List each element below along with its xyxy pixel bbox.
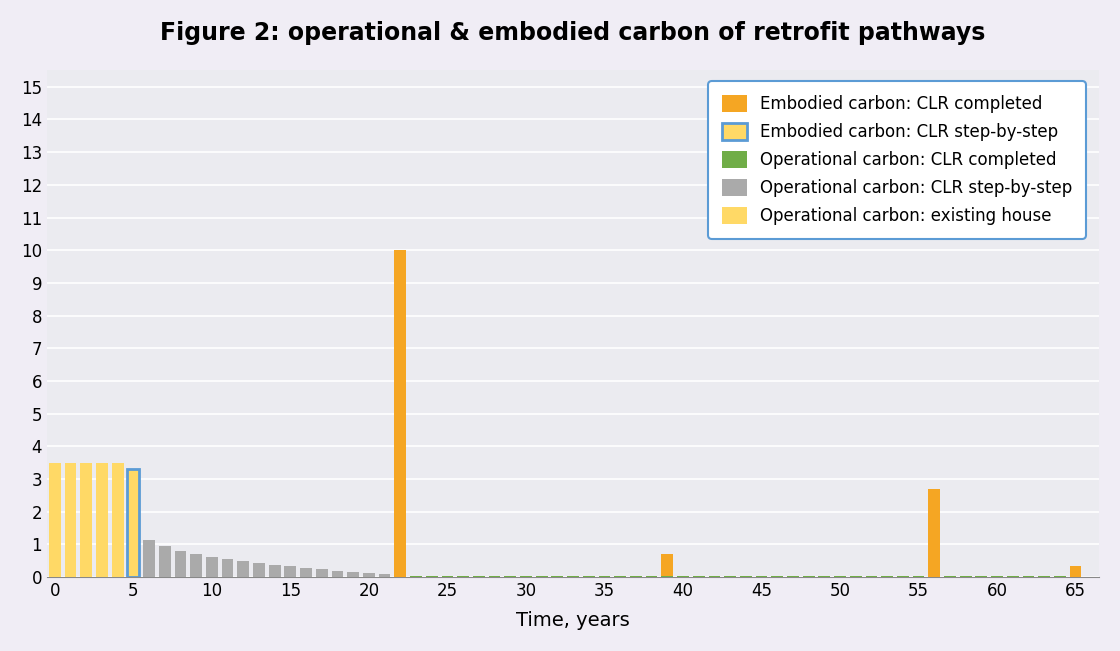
Bar — [960, 576, 971, 577]
Title: Figure 2: operational & embodied carbon of retrofit pathways: Figure 2: operational & embodied carbon … — [160, 21, 986, 45]
Bar — [237, 561, 249, 577]
Bar — [504, 576, 516, 577]
Bar — [709, 576, 720, 577]
Bar — [363, 573, 375, 577]
Bar — [944, 576, 955, 577]
Bar — [897, 576, 908, 577]
Bar — [629, 576, 642, 577]
Bar — [535, 576, 548, 577]
Bar — [866, 576, 877, 577]
Bar — [316, 570, 328, 577]
Bar — [332, 571, 344, 577]
Bar — [394, 250, 407, 577]
Legend: Embodied carbon: CLR completed, Embodied carbon: CLR step-by-step, Operational c: Embodied carbon: CLR completed, Embodied… — [708, 81, 1085, 239]
Bar — [520, 576, 532, 577]
Bar — [49, 463, 60, 577]
Bar — [128, 469, 139, 577]
Bar — [300, 568, 312, 577]
Bar — [1023, 576, 1035, 577]
Bar — [222, 559, 233, 577]
Bar — [991, 576, 1004, 577]
Bar — [1007, 576, 1019, 577]
Bar — [740, 576, 752, 577]
Bar — [269, 565, 280, 577]
Bar — [284, 566, 297, 577]
Bar — [582, 576, 595, 577]
Bar — [772, 576, 783, 577]
Bar — [850, 576, 861, 577]
Bar — [175, 551, 186, 577]
Bar — [976, 576, 987, 577]
Bar — [488, 576, 501, 577]
Bar — [441, 576, 454, 577]
Bar — [206, 557, 217, 577]
Bar — [143, 540, 155, 577]
Bar — [678, 576, 689, 577]
Bar — [567, 576, 579, 577]
Bar — [253, 563, 264, 577]
Bar — [379, 574, 391, 577]
Bar — [426, 576, 438, 577]
Bar — [1038, 576, 1051, 577]
Bar — [112, 463, 123, 577]
Bar — [881, 576, 893, 577]
Bar — [190, 554, 202, 577]
X-axis label: Time, years: Time, years — [516, 611, 629, 630]
Bar — [1070, 566, 1082, 577]
Bar — [347, 572, 360, 577]
Bar — [598, 576, 610, 577]
Bar — [725, 576, 736, 577]
Bar — [1054, 576, 1066, 577]
Bar — [81, 463, 92, 577]
Bar — [913, 576, 924, 577]
Bar — [819, 576, 830, 577]
Bar — [834, 576, 846, 577]
Bar — [473, 576, 485, 577]
Bar — [662, 554, 673, 577]
Bar — [928, 489, 940, 577]
Bar — [614, 576, 626, 577]
Bar — [551, 576, 563, 577]
Bar — [787, 576, 799, 577]
Bar — [928, 489, 940, 577]
Bar — [693, 576, 704, 577]
Bar — [65, 463, 76, 577]
Bar — [410, 576, 422, 577]
Bar — [803, 576, 814, 577]
Bar — [96, 463, 108, 577]
Bar — [128, 469, 139, 577]
Bar — [646, 576, 657, 577]
Bar — [662, 576, 673, 577]
Bar — [159, 546, 170, 577]
Bar — [756, 576, 767, 577]
Bar — [457, 576, 469, 577]
